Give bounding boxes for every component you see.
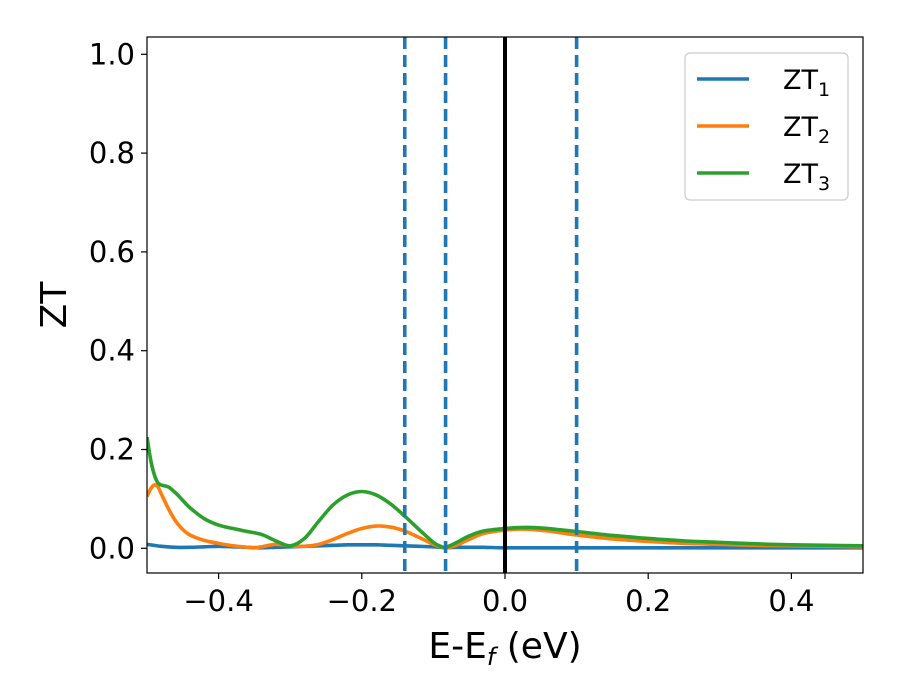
x-tick-label: 0.2 [625,584,671,618]
y-tick-label: 0.6 [89,235,135,269]
x-tick-label: 0.0 [482,584,528,618]
series-line-zt3 [147,436,863,550]
legend-label-zt1: ZT1 [783,65,830,101]
x-axis-label-unit: (eV) [495,626,581,667]
y-axis: 0.0 0.2 0.4 0.6 0.8 1.0 [89,37,147,565]
y-tick-label: 0.2 [89,432,135,466]
y-tick-label: 0.0 [89,531,135,565]
legend-label-zt2: ZT2 [783,112,830,148]
series-line-zt2 [147,483,863,550]
legend-label-zt3: ZT3 [783,159,830,195]
y-tick-label: 0.8 [89,136,135,170]
x-tick-label: 0.4 [768,584,814,618]
y-tick-label: 1.0 [89,37,135,71]
legend: ZT1 ZT2 ZT3 [684,52,849,201]
x-tick-label: −0.4 [183,584,253,618]
x-axis-label-main: E-E [428,626,486,667]
series-line-zt1 [147,542,863,550]
x-axis: −0.4 −0.2 0.0 0.2 0.4 [183,573,814,618]
y-axis-label: ZT [34,281,75,329]
y-tick-label: 0.4 [89,334,135,368]
reference-lines [402,37,579,573]
x-axis-label: E-Ef (eV) [428,626,581,671]
plot-lines [147,436,863,550]
legend-box [684,52,849,201]
x-tick-label: −0.2 [327,584,397,618]
